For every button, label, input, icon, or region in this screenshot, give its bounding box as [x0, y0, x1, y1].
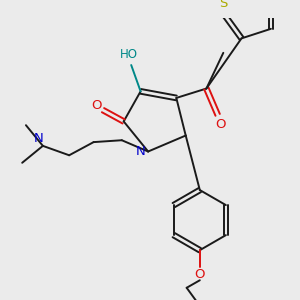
Text: O: O: [91, 99, 102, 112]
Text: N: N: [136, 145, 146, 158]
Text: O: O: [215, 118, 226, 131]
Text: S: S: [219, 0, 227, 11]
Text: O: O: [195, 268, 205, 281]
Text: HO: HO: [120, 48, 138, 61]
Text: N: N: [33, 132, 43, 145]
